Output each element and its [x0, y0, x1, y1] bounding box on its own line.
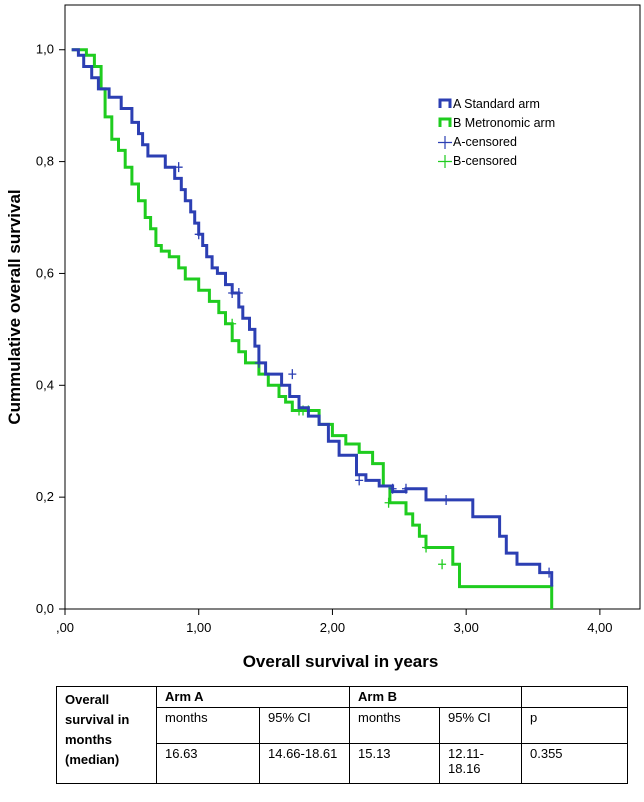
censor-mark-arm-b [228, 318, 237, 329]
censor-mark-arm-a [355, 475, 364, 486]
arm-a-header: Arm A [156, 686, 350, 708]
y-tick-label: 1,0 [36, 42, 54, 57]
x-tick-label: 1,00 [186, 620, 211, 635]
legend-cross-b-censored [438, 155, 452, 168]
legend-label-arm-b: B Metronomic arm [453, 116, 556, 130]
y-tick-label: 0,6 [36, 265, 54, 280]
censor-mark-arm-a [194, 229, 203, 240]
censor-mark-arm-a [442, 494, 451, 505]
censor-mark-arm-b [384, 497, 393, 508]
empty-header-cell [521, 686, 628, 708]
series-line-arm-b [71, 48, 554, 609]
legend-line-arm-a [438, 98, 452, 108]
y-tick-label: 0,4 [36, 377, 54, 392]
censor-mark-arm-a [254, 357, 263, 368]
censor-mark-arm-a [545, 567, 554, 578]
arm-a-months-value: 16.63 [156, 743, 260, 784]
censor-mark-arm-b [438, 559, 447, 570]
km-chart: 0,0 0,2 0,4 0,6 0,8 1,0 ,00 1,00 2,00 3,00 4,00 Ove… [5, 4, 641, 671]
arm-a-ci-value: 14.66-18.61 [259, 743, 350, 784]
censor-mark-arm-a [228, 288, 237, 299]
censor-mark-arm-a [388, 483, 397, 494]
table-row-header: Overall survival in months (median) [56, 686, 157, 784]
arm-b-ci-value: 12.11-18.16 [439, 743, 522, 784]
results-table: Overall survival in months (median) Arm … [56, 686, 628, 784]
y-tick-label: 0,8 [36, 154, 54, 169]
y-axis-title: Cummulative overall survival [5, 189, 24, 424]
legend-cross-a-censored [438, 136, 452, 149]
series-line-arm-a [71, 48, 554, 587]
censor-mark-arm-a [174, 162, 183, 173]
plot-frame [64, 4, 641, 610]
y-tick-label: 0,0 [36, 601, 54, 616]
censor-mark-arm-a [288, 369, 297, 380]
arm-b-ci-label: 95% CI [439, 707, 522, 744]
legend-label-b-censored: B-censored [453, 154, 517, 168]
legend-label-arm-a: A Standard arm [453, 97, 540, 111]
x-axis-title: Overall survival in years [243, 652, 439, 671]
p-value: 0.355 [521, 743, 628, 784]
table-values-row: 16.63 14.66-18.61 15.13 12.11-18.16 0.35… [57, 743, 628, 784]
x-tick-label: 3,00 [454, 620, 479, 635]
table-header-row: Overall survival in months (median) Arm … [56, 686, 628, 784]
arm-b-months-value: 15.13 [349, 743, 440, 784]
arm-a-ci-label: 95% CI [259, 707, 350, 744]
arm-b-header: Arm B [349, 686, 522, 708]
x-tick-label: 2,00 [320, 620, 345, 635]
x-tick-label: ,00 [56, 620, 74, 635]
arm-a-months-label: months [156, 707, 260, 744]
p-label: p [521, 707, 628, 744]
censor-mark-arm-b [422, 542, 431, 553]
y-tick-label: 0,2 [36, 489, 54, 504]
censor-mark-arm-a [234, 288, 243, 299]
censor-mark-arm-a [401, 483, 410, 494]
legend-line-arm-b [438, 117, 452, 127]
legend-label-a-censored: A-censored [453, 135, 517, 149]
x-tick-label: 4,00 [587, 620, 612, 635]
km-survival-plot: 0,0 0,2 0,4 0,6 0,8 1,0 ,00 1,00 2,00 3,00 4,00 Ove… [5, 4, 641, 671]
arm-b-months-label: months [349, 707, 440, 744]
